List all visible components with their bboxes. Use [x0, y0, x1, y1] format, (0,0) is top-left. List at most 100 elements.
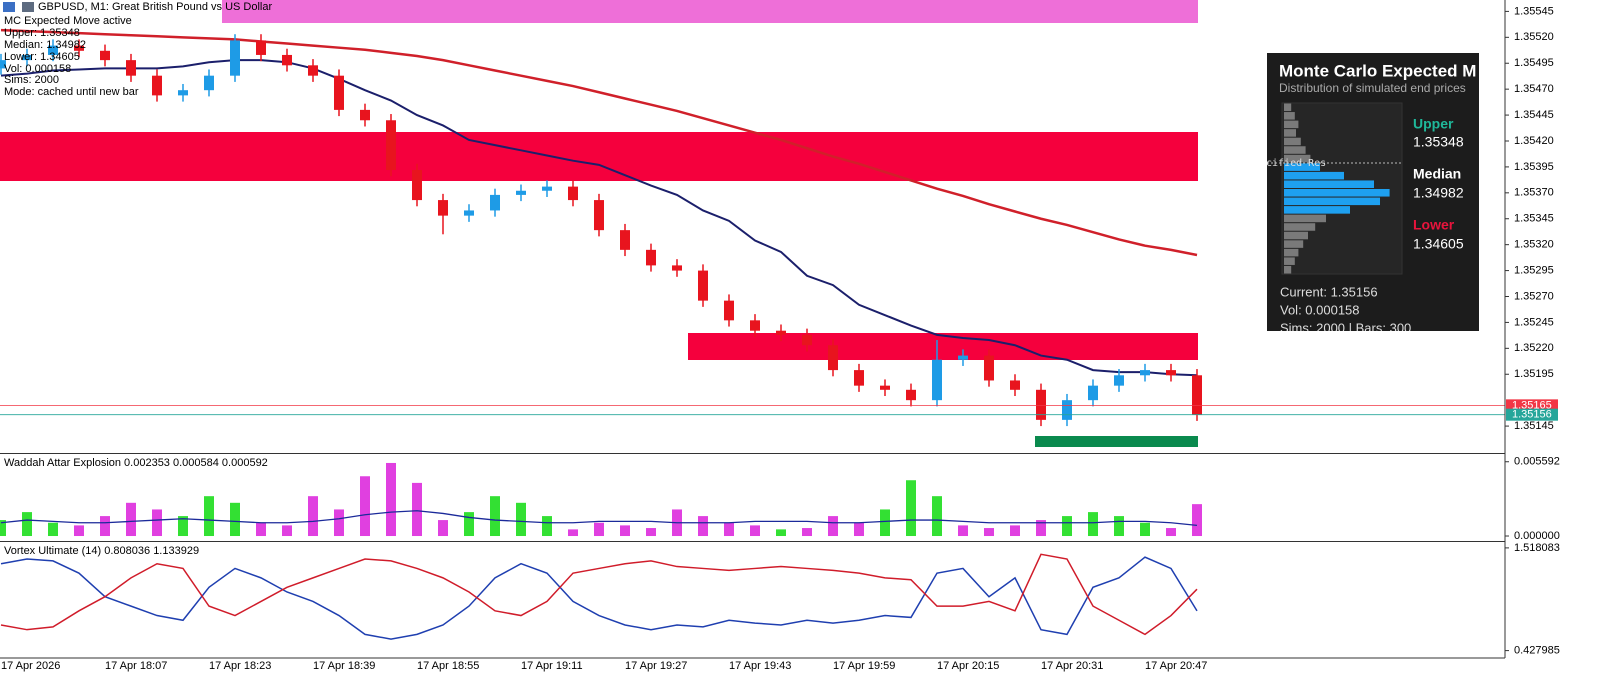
histogram-bar — [438, 520, 448, 537]
histogram-bar — [490, 496, 500, 537]
candle-body — [490, 194, 500, 211]
x-tick-label: 17 Apr 19:43 — [729, 660, 791, 672]
y-tick-label: 1.35520 — [1514, 31, 1554, 43]
plot-area: 1.35545 1.35520 1.35495 1.35470 1.35445 1.354… — [0, 5, 1560, 672]
candle-body — [516, 190, 526, 195]
x-tick-label: 17 Apr 18:55 — [417, 660, 479, 672]
candle-body — [620, 230, 630, 250]
candle-body — [594, 200, 604, 231]
x-tick-label: 17 Apr 2026 — [1, 660, 60, 672]
histogram-bar — [464, 512, 474, 537]
zone-magenta — [222, 0, 1198, 23]
distribution-bar — [1284, 257, 1295, 265]
histogram-bar — [542, 516, 552, 537]
candle-body — [1010, 380, 1020, 390]
zone-red — [688, 333, 1198, 360]
overlay-line: Sims: 2000 — [4, 74, 59, 86]
candle-body — [776, 330, 786, 335]
distribution-bar — [1284, 154, 1311, 163]
y-tick-label: 1.35320 — [1514, 239, 1554, 251]
candle-body — [100, 50, 110, 61]
distribution-bar — [1284, 180, 1374, 188]
y-tick-label: 1.35270 — [1514, 290, 1554, 302]
candle-body — [802, 334, 812, 346]
histogram-bar — [516, 502, 526, 537]
candle-body — [22, 54, 32, 61]
candle-body — [282, 54, 292, 66]
indicator-title: Vortex Ultimate (14) 0.808036 1.133929 — [4, 545, 199, 557]
symbol-title: GBPUSD, M1: Great British Pound vs US Do… — [38, 1, 272, 13]
histogram-bar — [256, 522, 266, 537]
distribution-bar — [1284, 120, 1299, 129]
price-label-box — [1506, 399, 1558, 412]
candle-body — [672, 265, 682, 271]
histogram-bar — [802, 528, 812, 537]
candle-body — [698, 270, 708, 301]
candle-body — [1062, 400, 1072, 420]
candle-body — [204, 75, 214, 91]
histogram-bar — [334, 509, 344, 537]
candle-body — [48, 45, 58, 55]
histogram-bar — [100, 516, 110, 537]
indicator-title: Waddah Attar Explosion 0.002353 0.000584… — [4, 457, 268, 469]
histogram-bar — [932, 496, 942, 537]
y-tick-label: 1.35145 — [1514, 420, 1554, 432]
distribution-bar — [1284, 129, 1296, 137]
frame — [0, 0, 1506, 659]
volatility: Vol: 0.000158 — [1280, 302, 1360, 317]
candle-body — [230, 40, 240, 76]
candle-body — [646, 249, 656, 266]
x-tick-label: 17 Apr 19:11 — [521, 660, 583, 672]
candle-body — [750, 320, 760, 331]
x-tick-label: 17 Apr 19:27 — [625, 660, 687, 672]
distribution-bar — [1284, 223, 1316, 231]
y-tick-label: 0.005592 — [1514, 456, 1560, 468]
histogram-bar — [776, 529, 786, 537]
histogram-bar — [880, 509, 890, 537]
distribution-bar — [1284, 197, 1380, 206]
distribution-bar — [1284, 137, 1301, 146]
histogram-bar — [1192, 504, 1202, 537]
overlay-line: MC Expected Move active — [4, 15, 132, 27]
histogram-bar — [568, 529, 578, 537]
y-tick-label: 1.35470 — [1514, 83, 1554, 95]
histogram-bar — [698, 516, 708, 537]
histogram-bar — [126, 502, 136, 537]
overlay-line: Mode: cached until new bar — [4, 86, 139, 98]
candle-body — [464, 210, 474, 216]
indicator-line — [0, 510, 1198, 527]
median-label: Median — [1413, 166, 1461, 182]
histogram-frame — [1281, 102, 1403, 275]
indicator-line — [0, 28, 1198, 257]
histogram — [1284, 103, 1390, 274]
distribution-bar — [1284, 240, 1304, 248]
candle-body — [724, 300, 734, 321]
candle-body — [932, 359, 942, 401]
candle-body — [1114, 375, 1124, 386]
y-tick-label: 1.35220 — [1514, 342, 1554, 354]
histogram-bar — [360, 476, 370, 537]
histogram-bar — [22, 512, 32, 537]
candle-body — [1140, 370, 1150, 376]
price-label: 1.35156 — [1512, 409, 1552, 421]
histogram-bar — [412, 482, 422, 537]
overlay-line: Median: 1.34982 — [4, 39, 86, 51]
histogram-bar — [308, 496, 318, 537]
candle-body — [1192, 375, 1202, 415]
distribution-bar — [1284, 265, 1292, 274]
y-tick-label: 1.35195 — [1514, 368, 1554, 380]
histogram-bar — [906, 480, 916, 537]
x-tick-label: 17 Apr 19:59 — [833, 660, 895, 672]
y-tick-label: 1.35545 — [1514, 5, 1554, 17]
histogram-bar — [1062, 516, 1072, 537]
distribution-bar — [1284, 231, 1308, 240]
distribution-bar — [1284, 146, 1306, 154]
price-label: 1.35165 — [1512, 399, 1552, 411]
candle-body — [854, 370, 864, 386]
histogram-bar — [854, 522, 864, 537]
histogram-bar — [1166, 528, 1176, 537]
histogram-bar — [230, 502, 240, 537]
y-tick-label: 1.35245 — [1514, 316, 1554, 328]
